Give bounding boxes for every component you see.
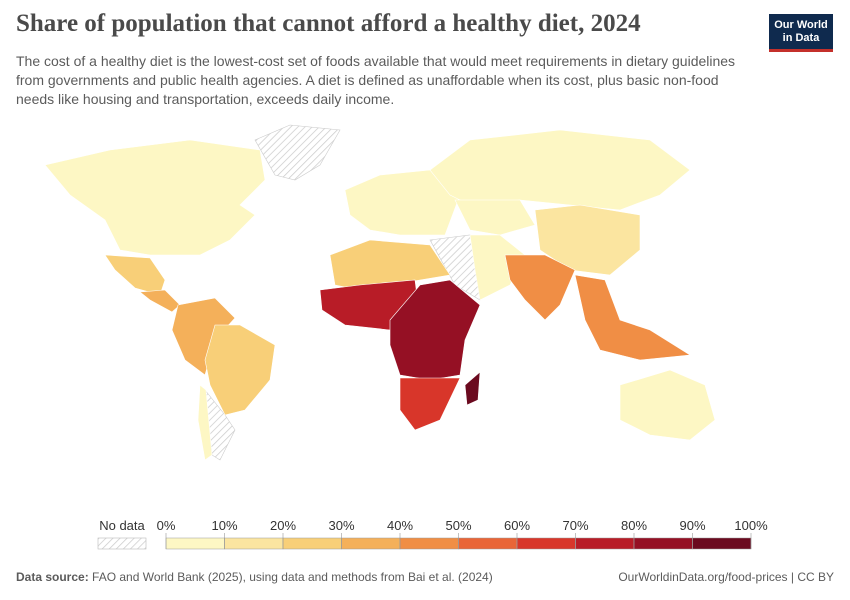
title: Share of population that cannot afford a… <box>16 10 641 37</box>
country-region <box>139 289 181 313</box>
no-data-label: No data <box>99 518 145 533</box>
country-region <box>429 129 691 211</box>
country-region <box>574 274 691 361</box>
legend-tick-label: 30% <box>328 518 354 533</box>
source: Data source: FAO and World Bank (2025), … <box>16 570 493 584</box>
logo-line: Our World <box>774 19 828 31</box>
country-region <box>399 377 461 431</box>
legend-tick-label: 50% <box>445 518 471 533</box>
no-data-region <box>254 124 341 181</box>
legend-tick-label: 0% <box>157 518 176 533</box>
legend: 0% 10% 20% 30% 40% 50% 60% 70% 80% 90% 100% <box>157 518 768 550</box>
legend-bin <box>399 537 459 550</box>
subtitle: The cost of a healthy diet is the lowest… <box>16 53 736 107</box>
country-region <box>464 371 481 406</box>
legend-tick-label: 40% <box>387 518 413 533</box>
legend-bin <box>516 537 576 550</box>
no-data-swatch <box>97 537 147 550</box>
country-region <box>619 369 716 441</box>
legend-bin <box>341 537 401 550</box>
legend-tick-label: 20% <box>270 518 296 533</box>
legend-bin <box>692 537 752 550</box>
country-region <box>389 279 481 381</box>
legend-tick-label: 70% <box>562 518 588 533</box>
logo: Our World in Data <box>769 14 833 52</box>
legend-bin <box>282 537 342 550</box>
country-region <box>104 254 166 296</box>
country-region <box>534 204 641 276</box>
country-region <box>44 139 266 256</box>
legend-tick-label: 100% <box>734 518 768 533</box>
country-region <box>469 234 526 301</box>
source-label: Data source: <box>16 570 89 584</box>
source-text: FAO and World Bank (2025), using data an… <box>92 570 493 584</box>
logo-line: in Data <box>782 32 820 44</box>
legend-tick-label: 90% <box>679 518 705 533</box>
country-region <box>197 384 213 461</box>
legend-tick-label: 60% <box>504 518 530 533</box>
url: OurWorldinData.org/food-prices | CC BY <box>618 570 834 584</box>
legend-bin <box>633 537 693 550</box>
country-region <box>204 324 276 416</box>
legend-tick-label: 80% <box>621 518 647 533</box>
country-region <box>454 199 536 236</box>
country-region <box>504 254 576 321</box>
country-region <box>329 239 451 291</box>
legend-bin <box>458 537 518 550</box>
legend-bin <box>165 537 225 550</box>
legend-bin <box>575 537 635 550</box>
country-region <box>344 169 461 236</box>
legend-tick-label: 10% <box>211 518 237 533</box>
countries <box>44 124 716 461</box>
legend-bin <box>224 537 284 550</box>
